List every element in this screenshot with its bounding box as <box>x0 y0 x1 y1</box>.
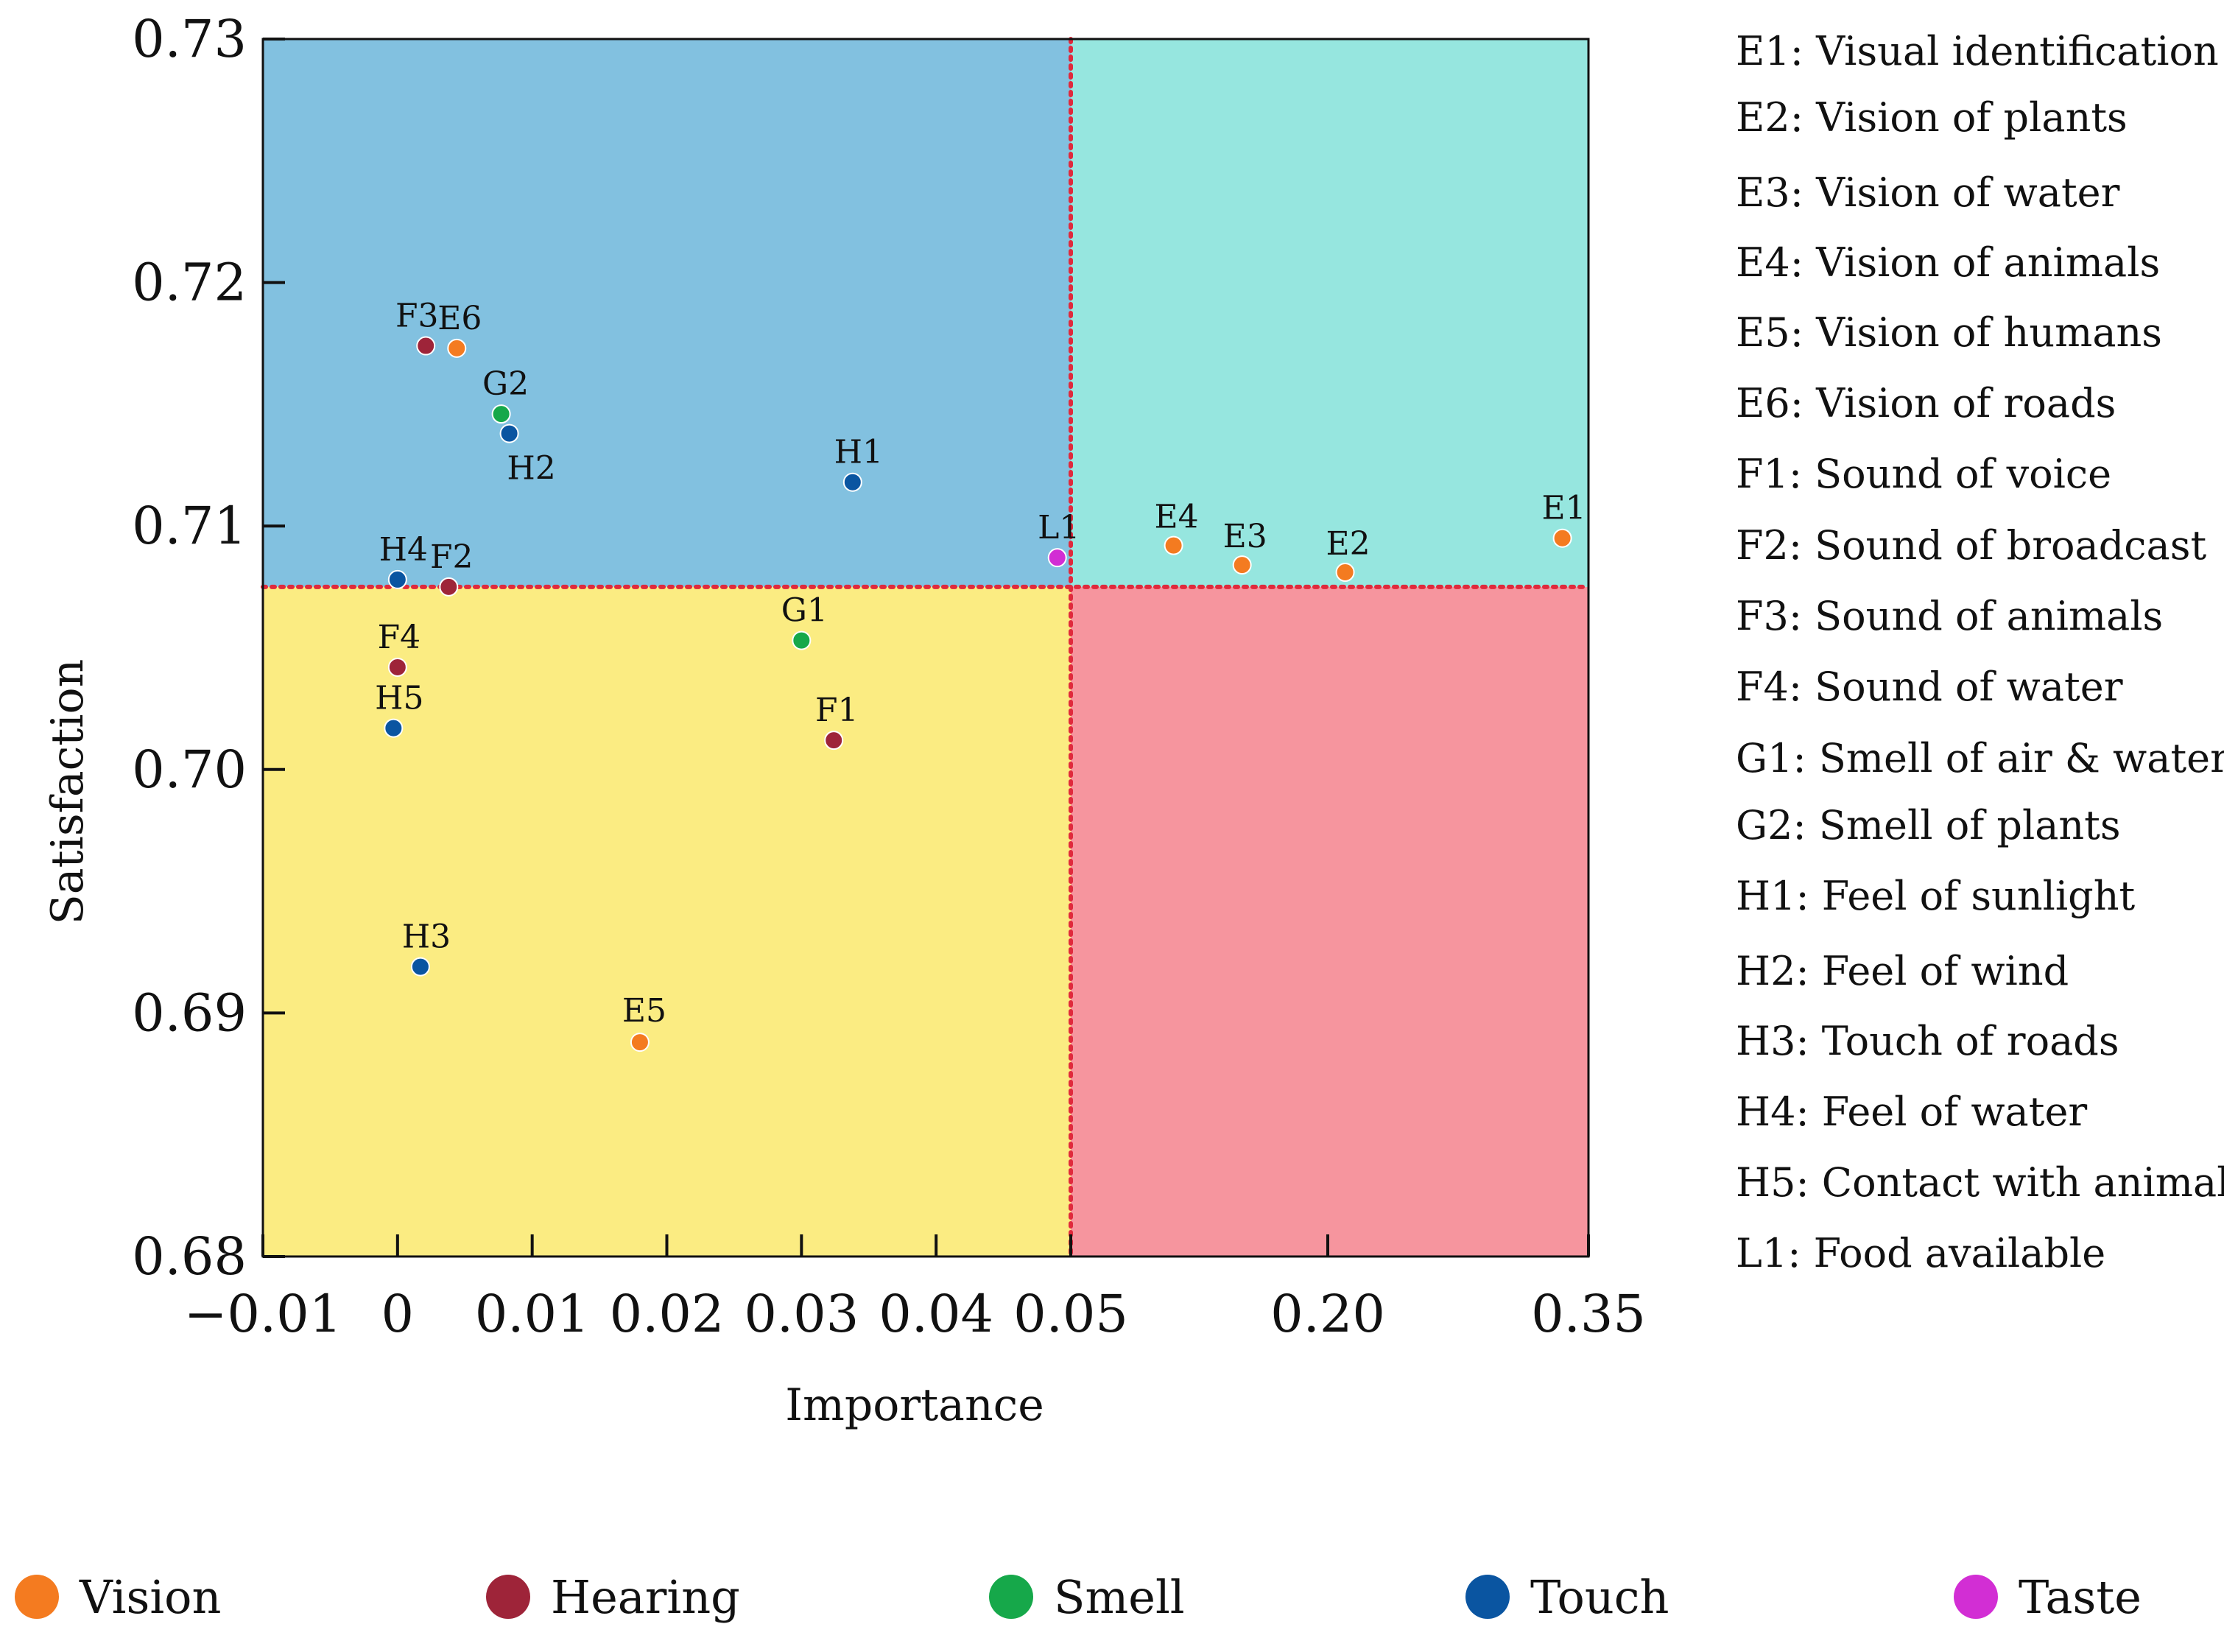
legend-item: H3: Touch of roads <box>1736 1018 2119 1064</box>
point-label-F3: F3 <box>395 298 439 335</box>
point-H4 <box>387 569 407 589</box>
legend-item: L1: Food available <box>1736 1230 2105 1276</box>
point-E3 <box>1232 555 1252 575</box>
point-label-E6: E6 <box>437 300 482 337</box>
legend-item: F2: Sound of broadcast <box>1736 522 2206 569</box>
legend-item: E4: Vision of animals <box>1736 239 2160 286</box>
y-axis: 0.68 0.69 0.70 0.71 0.72 0.73 <box>132 9 285 1287</box>
x-tick-label: 0.20 <box>1270 1284 1385 1344</box>
y-tick-label: 0.70 <box>132 739 247 800</box>
legend-item: E3: Vision of water <box>1736 169 2120 216</box>
data-points: E1 E2 E3 E4 E5 E6 F1 F2 F3 F4 G1 G2 H1 H2 H3 H4 H5 L1 <box>375 298 1586 1052</box>
legend-item: F3: Sound of animals <box>1736 593 2163 639</box>
category-label-hearing: Hearing <box>551 1570 740 1624</box>
category-label-vision: Vision <box>79 1570 221 1624</box>
plot-frame <box>261 38 1590 1258</box>
legend-item: G1: Smell of air & water <box>1736 735 2224 781</box>
y-tick-label: 0.71 <box>132 496 247 556</box>
legend-item: E1: Visual identification <box>1736 28 2219 74</box>
x-axis: −0.01 0 0.01 0.02 0.03 0.04 0.05 0.20 0.35 <box>184 1234 1646 1344</box>
legend-item: H2: Feel of wind <box>1736 948 2069 994</box>
point-label-H4: H4 <box>379 531 428 569</box>
point-F3 <box>416 336 436 356</box>
point-F2 <box>439 577 459 597</box>
point-label-E4: E4 <box>1155 499 1199 536</box>
category-label-taste: Taste <box>2019 1570 2142 1624</box>
x-tick-label: 0.05 <box>1013 1284 1128 1344</box>
y-tick-label: 0.68 <box>132 1226 247 1287</box>
category-marker-taste <box>1954 1575 1998 1619</box>
point-G2 <box>491 404 511 424</box>
point-label-E5: E5 <box>622 992 666 1030</box>
point-H1 <box>842 472 862 492</box>
legend-item: E2: Vision of plants <box>1736 94 2128 141</box>
point-G1 <box>792 630 812 650</box>
legend-item: F1: Sound of voice <box>1736 451 2111 497</box>
quadrant-bottom-left <box>263 586 1071 1256</box>
point-E6 <box>447 338 467 358</box>
legend-item: E5: Vision of humans <box>1736 309 2162 356</box>
x-tick-label: 0.04 <box>879 1284 993 1344</box>
category-marker-smell <box>989 1575 1033 1619</box>
y-axis-title: Satisfaction <box>42 659 94 925</box>
point-E1 <box>1552 528 1572 548</box>
x-tick-label: 0.01 <box>475 1284 590 1344</box>
point-label-G2: G2 <box>482 365 529 403</box>
point-H2 <box>499 423 519 443</box>
point-F4 <box>387 657 407 677</box>
x-tick-label: 0.03 <box>744 1284 859 1344</box>
point-F1 <box>824 731 844 751</box>
threshold-lines <box>261 37 1591 1259</box>
quadrant-top-right <box>1071 39 1588 587</box>
legend-item: E6: Vision of roads <box>1736 380 2116 426</box>
x-axis-title: Importance <box>785 1379 1044 1431</box>
point-L1 <box>1047 548 1067 568</box>
legend-item: H5: Contact with animals <box>1736 1159 2224 1206</box>
y-tick-label: 0.69 <box>132 983 247 1043</box>
item-legend: E1: Visual identification E2: Vision of p… <box>1736 28 2224 1276</box>
category-marker-hearing <box>486 1575 530 1619</box>
quadrant-backgrounds <box>263 39 1588 1256</box>
x-tick-label: 0.02 <box>610 1284 725 1344</box>
point-H3 <box>410 957 430 977</box>
point-label-E1: E1 <box>1542 490 1586 527</box>
point-label-H3: H3 <box>402 918 451 956</box>
legend-item: G2: Smell of plants <box>1736 802 2121 848</box>
point-label-L1: L1 <box>1038 509 1080 546</box>
point-label-H5: H5 <box>375 680 423 717</box>
category-label-touch: Touch <box>1530 1570 1669 1624</box>
category-label-smell: Smell <box>1054 1570 1185 1624</box>
point-E4 <box>1164 535 1183 555</box>
category-marker-touch <box>1465 1575 1510 1619</box>
y-tick-label: 0.73 <box>132 9 247 69</box>
x-tick-label: 0.35 <box>1531 1284 1646 1344</box>
legend-item: F4: Sound of water <box>1736 664 2123 710</box>
point-label-E3: E3 <box>1223 518 1267 555</box>
category-marker-vision <box>15 1575 59 1619</box>
legend-item: H1: Feel of sunlight <box>1736 873 2135 919</box>
point-label-F2: F2 <box>430 538 474 576</box>
point-H5 <box>384 718 404 738</box>
y-tick-label: 0.72 <box>132 253 247 313</box>
point-label-F4: F4 <box>378 619 421 656</box>
point-label-G1: G1 <box>781 592 828 630</box>
point-label-H1: H1 <box>834 434 883 471</box>
category-legend: Vision Hearing Smell Touch Taste <box>15 1570 2142 1624</box>
point-E2 <box>1335 563 1355 583</box>
quadrant-bottom-right <box>1071 586 1588 1256</box>
point-E5 <box>630 1033 650 1052</box>
point-label-E2: E2 <box>1326 525 1370 563</box>
point-label-F1: F1 <box>815 692 859 729</box>
x-tick-label: −0.01 <box>184 1284 342 1344</box>
x-tick-label: 0 <box>381 1284 415 1344</box>
legend-item: H4: Feel of water <box>1736 1089 2087 1135</box>
point-label-H2: H2 <box>507 450 555 488</box>
quadrant-top-left <box>263 39 1071 587</box>
